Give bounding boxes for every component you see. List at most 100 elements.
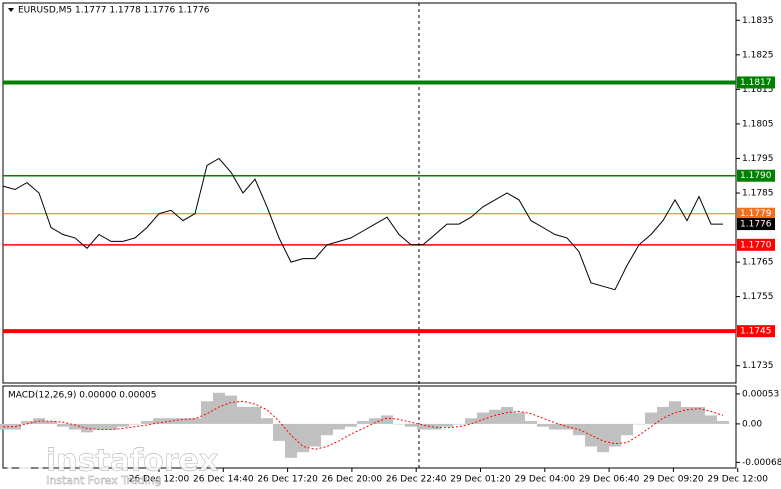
histogram-bar	[21, 421, 33, 424]
y-tick-label: 0.00053	[742, 389, 779, 399]
last-price-tag	[737, 218, 775, 231]
histogram-bar	[549, 423, 561, 430]
histogram-bar	[381, 415, 393, 424]
y-tick-label: 1.1815	[742, 85, 774, 95]
x-tick-label: 29 Dec 04:00	[515, 475, 576, 485]
chart-title: EURUSD,M5 1.1777 1.1778 1.1776 1.1776	[18, 6, 210, 16]
watermark-brand: instaforex	[46, 444, 218, 479]
histogram-bar	[201, 401, 213, 424]
histogram-bar	[165, 418, 177, 424]
histogram-bar	[261, 418, 273, 424]
level-tag	[737, 169, 775, 182]
histogram-bar	[681, 406, 693, 424]
y-tick-label: 1.1765	[742, 258, 774, 268]
histogram-bar	[297, 423, 309, 453]
y-tick-label: 1.1735	[742, 361, 774, 371]
histogram-bar	[477, 412, 489, 424]
histogram-bar	[453, 423, 465, 425]
price-line	[2, 157, 723, 291]
y-tick-label: -0.00068	[742, 458, 781, 468]
macd-title: MACD(12,26,9) 0.00000 0.00005	[8, 391, 157, 401]
y-tick-label: 0.00	[742, 419, 762, 429]
histogram-bar	[93, 423, 105, 430]
x-tick-label: 29 Dec 09:20	[643, 475, 704, 485]
histogram-bar	[105, 423, 117, 430]
signal-line	[3, 400, 724, 450]
level-tag	[737, 325, 775, 338]
histogram-bar	[669, 401, 681, 424]
histogram-bar	[333, 423, 345, 430]
histogram-bar	[69, 423, 81, 430]
y-tick-label: 1.1795	[742, 154, 774, 164]
histogram-bar	[489, 409, 501, 424]
price-panel	[2, 2, 737, 384]
histogram-bar	[177, 418, 189, 424]
watermark-logo	[7, 446, 43, 482]
histogram-bar	[309, 423, 321, 447]
histogram-bar	[189, 418, 201, 424]
histogram-bar	[285, 423, 297, 458]
x-tick-label: 26 Dec 17:20	[257, 475, 318, 485]
histogram-bar	[645, 412, 657, 424]
histogram-bar	[117, 423, 129, 427]
level-label: 1.1745	[740, 327, 772, 337]
histogram-bar	[693, 406, 705, 424]
histogram-bar	[345, 423, 357, 427]
x-tick-label: 26 Dec 22:40	[386, 475, 447, 485]
histogram-bar	[129, 423, 141, 425]
histogram-bar	[609, 423, 621, 447]
histogram-bar	[501, 406, 513, 424]
histogram-bar	[321, 423, 333, 436]
histogram-bar	[273, 423, 285, 441]
histogram-bar	[225, 395, 237, 424]
histogram-bar	[45, 421, 57, 424]
x-tick-label: 29 Dec 01:20	[450, 475, 511, 485]
histogram-bar	[417, 423, 429, 430]
level-label: 1.1790	[740, 171, 772, 181]
level-label: 1.1770	[740, 240, 772, 250]
level-tag	[737, 207, 775, 220]
level-label: 1.1817	[740, 78, 772, 88]
histogram-bar	[153, 418, 165, 424]
y-tick-label: 1.1755	[742, 292, 774, 302]
watermark-tagline: Instant Forex Trading	[46, 474, 162, 487]
histogram-bar	[525, 421, 537, 424]
menu-arrow	[8, 8, 14, 12]
last-price-label: 1.1776	[740, 220, 772, 230]
histogram-bar	[597, 423, 609, 453]
histogram-bar	[237, 406, 249, 424]
x-tick-label: 26 Dec 20:00	[322, 475, 383, 485]
histogram-bar	[141, 421, 153, 424]
x-tick-label: 29 Dec 12:00	[707, 475, 768, 485]
histogram-bar	[405, 423, 417, 427]
histogram-bar	[57, 423, 69, 427]
histogram-bar	[369, 418, 381, 424]
histogram-bar	[537, 423, 549, 427]
histogram-bar	[705, 415, 717, 424]
histogram-bar	[393, 423, 405, 425]
histogram-bar	[561, 423, 573, 430]
y-tick-label: 1.1835	[742, 16, 774, 26]
watermark-logo-inner	[18, 457, 32, 471]
level-tag	[737, 76, 775, 89]
histogram-bar	[513, 412, 525, 424]
x-tick-label: 26 Dec 12:00	[129, 475, 190, 485]
histogram-bar	[441, 423, 453, 427]
histogram-bar	[357, 421, 369, 424]
x-tick-label: 29 Dec 06:40	[579, 475, 640, 485]
histogram-bar	[633, 423, 645, 425]
x-tick-label: 26 Dec 14:40	[193, 475, 254, 485]
y-tick-label: 1.1785	[742, 189, 774, 199]
level-label: 1.1779	[740, 209, 772, 219]
histogram-bar	[9, 423, 21, 430]
histogram-bar	[213, 392, 225, 424]
histogram-bar	[657, 406, 669, 424]
histogram-bar	[465, 418, 477, 424]
y-tick-label: 1.1805	[742, 119, 774, 129]
y-tick-label: 1.1825	[742, 50, 774, 60]
histogram-bar	[429, 423, 441, 430]
histogram-bar	[249, 406, 261, 424]
level-tag	[737, 238, 775, 251]
